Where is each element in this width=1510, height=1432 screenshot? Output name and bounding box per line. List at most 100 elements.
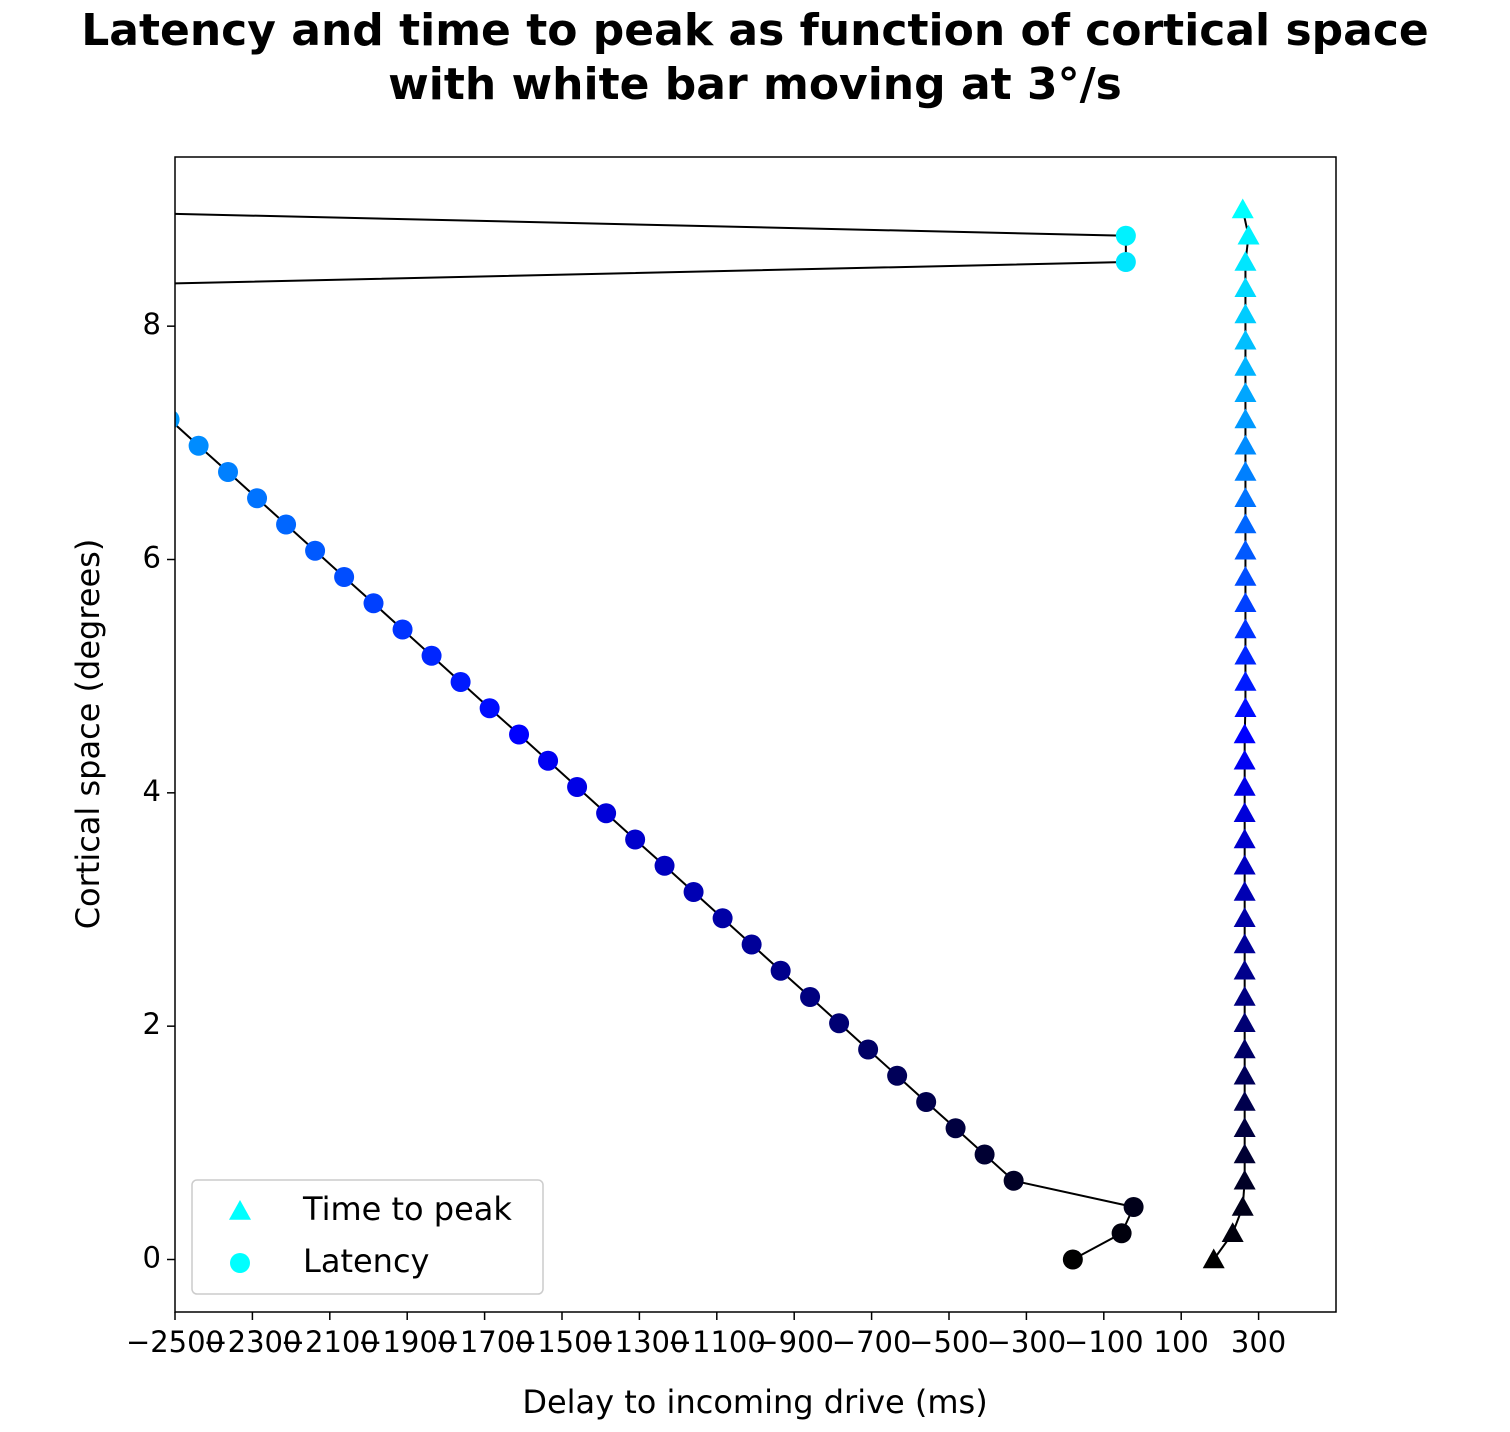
circle-marker [625, 829, 646, 850]
triangle-marker [1233, 959, 1256, 980]
triangle-marker [1233, 828, 1256, 849]
triangle-marker [1234, 618, 1257, 639]
circle-marker [188, 435, 209, 456]
triangle-marker [1234, 566, 1257, 586]
circle-marker [509, 724, 530, 745]
x-tick-label: −500 [909, 1325, 989, 1359]
triangle-marker [1234, 487, 1257, 508]
triangle-marker [1234, 303, 1257, 324]
legend-label: Latency [303, 1242, 429, 1280]
circle-marker [421, 645, 442, 666]
x-tick-label: −700 [832, 1325, 912, 1359]
circle-marker [596, 803, 617, 824]
triangle-marker [1233, 776, 1256, 796]
circle-marker [945, 1118, 966, 1139]
circle-marker [175, 411, 180, 428]
circle-marker [131, 383, 151, 403]
circle-marker [741, 934, 762, 955]
circle-marker [567, 777, 588, 797]
circle-marker [43, 305, 63, 325]
triangle-marker [1234, 539, 1257, 560]
plot-area [43, 198, 1260, 1270]
triangle-marker [1233, 881, 1256, 901]
circle-marker [1062, 1249, 1083, 1270]
circle-marker [1115, 252, 1136, 272]
triangle-marker [1231, 1196, 1254, 1216]
chart-title: Latency and time to peak as function of … [81, 5, 1429, 56]
triangle-marker [1234, 382, 1257, 403]
circle-marker [363, 593, 384, 614]
triangle-marker [1233, 854, 1256, 875]
legend-marker [230, 1253, 250, 1273]
x-tick-label: 100 [1154, 1325, 1209, 1359]
circle-marker [1115, 225, 1136, 246]
triangle-marker [1233, 907, 1256, 928]
x-tick-label: −1900 [358, 1325, 456, 1359]
triangle-marker [1234, 592, 1257, 613]
circle-marker [829, 1013, 850, 1034]
triangle-marker [1234, 434, 1257, 455]
x-tick-label: −300 [987, 1325, 1067, 1359]
circle-marker [72, 331, 92, 351]
y-tick-label: 2 [143, 1007, 161, 1041]
circle-marker [916, 1092, 937, 1112]
circle-marker [276, 514, 297, 535]
plot-frame [174, 156, 1337, 1313]
circle-marker [218, 462, 239, 482]
triangle-marker [1233, 1091, 1256, 1111]
triangle-marker [1234, 408, 1257, 429]
y-tick-label: 0 [143, 1241, 161, 1275]
circle-marker [712, 908, 733, 929]
circle-marker [1111, 1223, 1132, 1244]
triangle-marker [1233, 986, 1256, 1006]
circle-marker [102, 357, 122, 377]
series-line [175, 212, 1136, 1261]
triangle-marker [1233, 802, 1256, 823]
y-tick-label: 4 [143, 774, 161, 808]
circle-marker [538, 750, 559, 771]
triangle-marker [1234, 356, 1257, 376]
x-tick-label: −900 [754, 1325, 834, 1359]
circle-marker [305, 540, 326, 561]
triangle-marker [1234, 644, 1257, 665]
triangle-marker [1231, 198, 1254, 219]
circle-marker [683, 882, 704, 902]
legend-label: Time to peak [302, 1190, 512, 1228]
y-tick-label: 8 [143, 307, 161, 341]
y-tick-label: 6 [143, 541, 161, 575]
triangle-marker [1234, 513, 1257, 534]
circle-marker [1003, 1170, 1024, 1191]
circle-marker [887, 1065, 908, 1086]
legend-box [191, 1179, 544, 1295]
circle-marker [654, 855, 675, 876]
x-tick-label: −100 [1064, 1325, 1144, 1359]
triangle-marker [1237, 224, 1260, 245]
x-tick-label: −1100 [668, 1325, 766, 1359]
x-tick-label: −2300 [203, 1325, 301, 1359]
triangle-marker [1234, 461, 1257, 481]
circle-marker [479, 698, 500, 719]
x-tick-label: 300 [1231, 1325, 1286, 1359]
circle-marker [800, 987, 821, 1007]
y-axis-label: Cortical space (degrees) [69, 539, 107, 930]
x-tick-label: −1300 [590, 1325, 688, 1359]
triangle-marker [1233, 1038, 1256, 1059]
circle-marker [247, 488, 268, 509]
triangle-marker [1234, 671, 1257, 691]
triangle-marker [1233, 723, 1256, 744]
x-tick-label: −1500 [513, 1325, 611, 1359]
circle-marker [392, 619, 413, 640]
circle-marker [974, 1144, 995, 1165]
triangle-marker [1233, 749, 1256, 770]
triangle-marker [1233, 1064, 1256, 1085]
circle-marker [858, 1039, 879, 1060]
circle-marker [1123, 1197, 1144, 1217]
triangle-marker [1233, 933, 1256, 954]
x-tick-label: −1700 [436, 1325, 534, 1359]
triangle-marker [1202, 1248, 1225, 1269]
x-axis-label: Delay to incoming drive (ms) [522, 1383, 987, 1421]
triangle-marker [1234, 277, 1257, 298]
triangle-marker [1233, 1169, 1256, 1190]
x-tick-label: −2100 [281, 1325, 379, 1359]
